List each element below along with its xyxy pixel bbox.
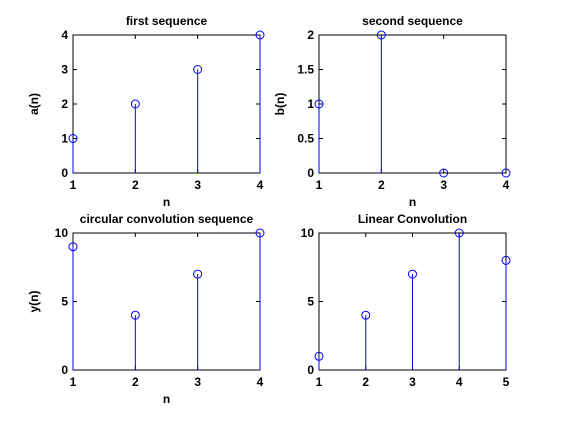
x-tick-label: 5 xyxy=(503,375,510,389)
y-tick-label: 0 xyxy=(61,166,68,180)
x-tick-label: 3 xyxy=(409,375,416,389)
stem-marker xyxy=(439,168,449,178)
x-axis-label: n xyxy=(163,392,170,406)
y-tick-label: 0 xyxy=(61,363,68,377)
y-tick-label: 10 xyxy=(55,226,69,240)
subplot-3: 1 2 3 4 0 5 10 circular convolution sequence n y(… xyxy=(27,212,265,406)
stem-marker xyxy=(361,310,371,320)
y-tick-label: 1 xyxy=(307,97,314,111)
x-tick-label: 1 xyxy=(316,375,323,389)
y-tick-label: 1 xyxy=(61,132,68,146)
stem-marker xyxy=(501,168,511,178)
y-axis-label: y(n) xyxy=(27,291,41,313)
x-tick-label: 1 xyxy=(70,375,77,389)
stem-marker xyxy=(408,269,417,279)
stem-marker xyxy=(68,134,78,143)
y-tick-label: 2 xyxy=(61,97,68,111)
plot-area xyxy=(72,232,261,371)
x-tick-label: 2 xyxy=(132,375,139,389)
x-tick-label: 2 xyxy=(362,375,369,389)
stem-marker xyxy=(255,30,265,40)
y-tick-label: 2 xyxy=(307,28,314,42)
y-tick-label: 5 xyxy=(61,295,68,309)
x-tick-label: 3 xyxy=(440,178,447,192)
plot-area xyxy=(72,34,261,174)
x-tick-label: 1 xyxy=(70,178,77,192)
y-tick-label: 10 xyxy=(301,226,315,240)
stem-marker xyxy=(130,99,140,109)
x-axis-label: n xyxy=(409,195,416,209)
stem-marker xyxy=(376,30,386,40)
stem-marker xyxy=(314,351,324,361)
x-tick-label: 4 xyxy=(257,178,264,192)
x-axis-label: n xyxy=(163,195,170,209)
stem-marker xyxy=(193,65,203,74)
chart-title: second sequence xyxy=(362,14,463,28)
chart-title: Linear Convolution xyxy=(358,212,467,226)
x-tick-label: 3 xyxy=(194,178,201,192)
stem-marker xyxy=(501,255,511,265)
x-tick-label: 4 xyxy=(257,375,264,389)
y-tick-label: 0.5 xyxy=(297,132,314,146)
y-tick-label: 0 xyxy=(307,363,314,377)
plot-area xyxy=(318,34,507,174)
x-tick-label: 4 xyxy=(503,178,510,192)
x-tick-label: 3 xyxy=(194,375,201,389)
y-axis-label: a(n) xyxy=(27,93,41,115)
chart-title: first sequence xyxy=(126,14,208,28)
x-tick-label: 1 xyxy=(316,178,323,192)
stem-marker xyxy=(454,228,464,238)
stem-marker xyxy=(130,310,140,320)
x-tick-label: 2 xyxy=(378,178,385,192)
y-tick-label: 1.5 xyxy=(297,63,314,77)
subplot-2: 1 2 3 4 0 0.5 1 1.5 2 second sequence n b(n) xyxy=(273,14,511,209)
y-tick-label: 0 xyxy=(307,166,314,180)
x-tick-label: 4 xyxy=(456,375,463,389)
stem-marker xyxy=(68,242,78,252)
stem-marker xyxy=(314,99,324,109)
y-tick-label: 3 xyxy=(61,63,68,77)
subplot-4: 1 2 3 4 5 0 5 10 Linear Convolution xyxy=(301,212,511,389)
stem-marker xyxy=(193,269,203,279)
y-tick-label: 5 xyxy=(307,295,314,309)
stem-marker xyxy=(255,228,265,238)
y-tick-label: 4 xyxy=(61,28,68,42)
chart-title: circular convolution sequence xyxy=(80,212,254,226)
y-axis-label: b(n) xyxy=(273,93,287,116)
x-tick-label: 2 xyxy=(132,178,139,192)
